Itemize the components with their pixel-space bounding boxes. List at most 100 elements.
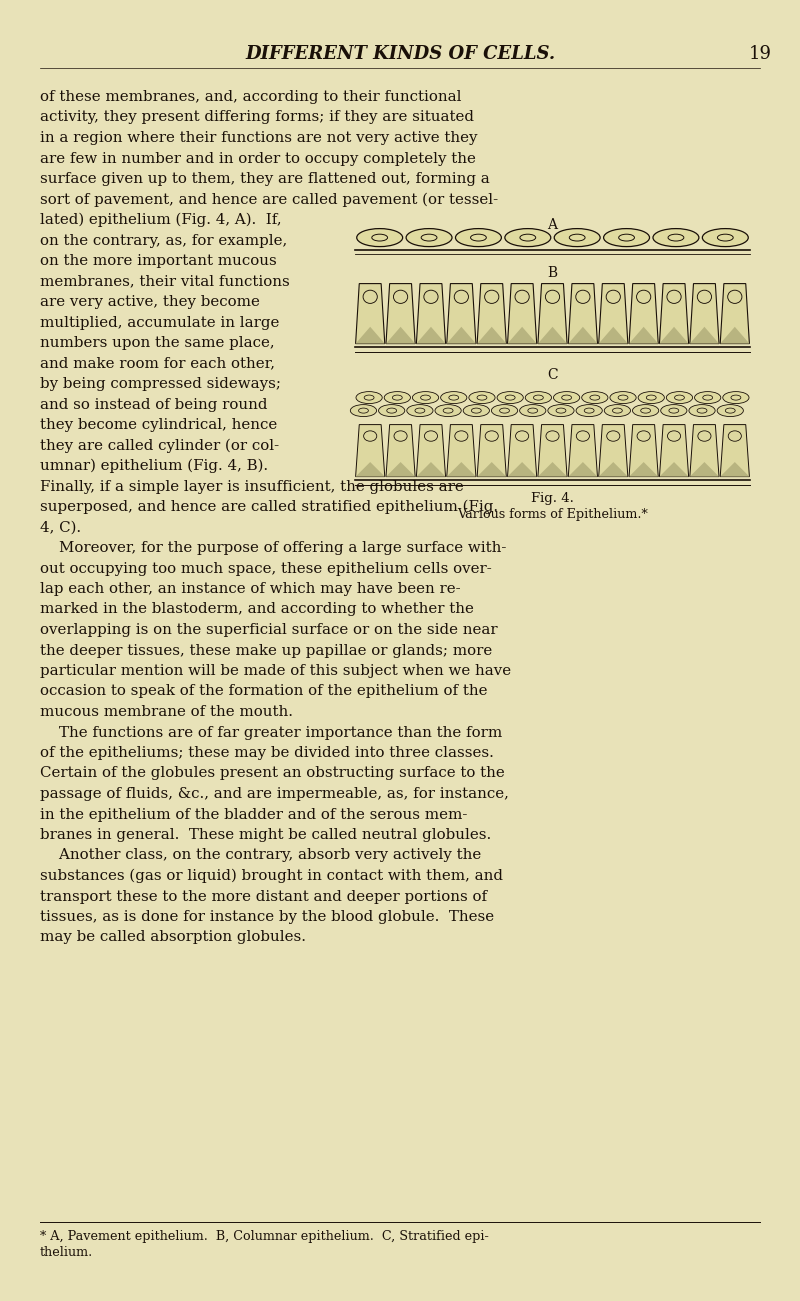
Text: Finally, if a simple layer is insufficient, the globules are: Finally, if a simple layer is insufficie…	[40, 480, 464, 493]
Text: particular mention will be made of this subject when we have: particular mention will be made of this …	[40, 664, 511, 678]
Text: umnar) epithelium (Fig. 4, B).: umnar) epithelium (Fig. 4, B).	[40, 459, 268, 474]
Polygon shape	[629, 424, 658, 476]
Polygon shape	[507, 462, 537, 476]
Ellipse shape	[576, 405, 602, 416]
Polygon shape	[356, 327, 385, 343]
Ellipse shape	[554, 229, 600, 247]
Polygon shape	[416, 284, 446, 343]
Text: transport these to the more distant and deeper portions of: transport these to the more distant and …	[40, 890, 487, 903]
Polygon shape	[477, 327, 506, 343]
Ellipse shape	[469, 392, 495, 403]
Text: in the epithelium of the bladder and of the serous mem-: in the epithelium of the bladder and of …	[40, 808, 467, 821]
Polygon shape	[446, 327, 476, 343]
Text: membranes, their vital functions: membranes, their vital functions	[40, 275, 290, 289]
Polygon shape	[416, 462, 446, 476]
Polygon shape	[416, 327, 446, 343]
Polygon shape	[659, 462, 689, 476]
Polygon shape	[386, 284, 415, 343]
Ellipse shape	[666, 392, 693, 403]
Text: * A, Pavement epithelium.  B, Columnar epithelium.  C, Stratified epi-: * A, Pavement epithelium. B, Columnar ep…	[40, 1229, 489, 1242]
Ellipse shape	[441, 392, 467, 403]
Ellipse shape	[455, 229, 502, 247]
Polygon shape	[598, 462, 628, 476]
Text: occasion to speak of the formation of the epithelium of the: occasion to speak of the formation of th…	[40, 684, 487, 699]
Text: multiplied, accumulate in large: multiplied, accumulate in large	[40, 316, 279, 329]
Text: out occupying too much space, these epithelium cells over-: out occupying too much space, these epit…	[40, 562, 492, 575]
Polygon shape	[538, 462, 567, 476]
Text: activity, they present differing forms; if they are situated: activity, they present differing forms; …	[40, 111, 474, 125]
Text: The functions are of far greater importance than the form: The functions are of far greater importa…	[40, 726, 502, 739]
Text: overlapping is on the superficial surface or on the side near: overlapping is on the superficial surfac…	[40, 623, 498, 637]
Text: mucous membrane of the mouth.: mucous membrane of the mouth.	[40, 705, 293, 719]
Polygon shape	[446, 424, 476, 476]
Ellipse shape	[582, 392, 608, 403]
Polygon shape	[690, 327, 719, 343]
Text: by being compressed sideways;: by being compressed sideways;	[40, 377, 281, 392]
Polygon shape	[720, 284, 750, 343]
Polygon shape	[446, 462, 476, 476]
Text: they become cylindrical, hence: they become cylindrical, hence	[40, 418, 278, 432]
Polygon shape	[568, 424, 598, 476]
Polygon shape	[538, 284, 567, 343]
Polygon shape	[416, 424, 446, 476]
Ellipse shape	[497, 392, 523, 403]
Ellipse shape	[357, 229, 402, 247]
Ellipse shape	[661, 405, 687, 416]
Text: Certain of the globules present an obstructing surface to the: Certain of the globules present an obstr…	[40, 766, 505, 781]
Text: branes in general.  These might be called neutral globules.: branes in general. These might be called…	[40, 827, 491, 842]
Text: sort of pavement, and hence are called pavement (or tessel-: sort of pavement, and hence are called p…	[40, 193, 498, 207]
Polygon shape	[629, 462, 658, 476]
Text: superposed, and hence are called stratified epithelium (Fig.: superposed, and hence are called stratif…	[40, 500, 498, 514]
Polygon shape	[477, 424, 506, 476]
Text: on the more important mucous: on the more important mucous	[40, 254, 277, 268]
Text: on the contrary, as, for example,: on the contrary, as, for example,	[40, 233, 287, 247]
Polygon shape	[568, 327, 598, 343]
Ellipse shape	[653, 229, 699, 247]
Ellipse shape	[356, 392, 382, 403]
Text: A: A	[547, 217, 558, 232]
Text: Fig. 4.: Fig. 4.	[531, 492, 574, 505]
Text: lated) epithelium (Fig. 4, A).  If,: lated) epithelium (Fig. 4, A). If,	[40, 213, 282, 228]
Polygon shape	[356, 424, 385, 476]
Text: substances (gas or liquid) brought in contact with them, and: substances (gas or liquid) brought in co…	[40, 869, 503, 883]
Ellipse shape	[350, 405, 377, 416]
Ellipse shape	[491, 405, 518, 416]
Ellipse shape	[526, 392, 551, 403]
Polygon shape	[386, 424, 415, 476]
Text: tissues, as is done for instance by the blood globule.  These: tissues, as is done for instance by the …	[40, 909, 494, 924]
Text: the deeper tissues, these make up papillae or glands; more: the deeper tissues, these make up papill…	[40, 644, 492, 657]
Polygon shape	[629, 327, 658, 343]
Text: 19: 19	[749, 46, 771, 62]
Polygon shape	[659, 284, 689, 343]
Text: are very active, they become: are very active, they become	[40, 295, 260, 310]
Text: B: B	[547, 265, 558, 280]
Ellipse shape	[717, 405, 743, 416]
Ellipse shape	[520, 405, 546, 416]
Ellipse shape	[463, 405, 490, 416]
Text: C: C	[547, 368, 558, 381]
Text: Moreover, for the purpose of offering a large surface with-: Moreover, for the purpose of offering a …	[40, 541, 506, 556]
Text: surface given up to them, they are flattened out, forming a: surface given up to them, they are flatt…	[40, 172, 490, 186]
Polygon shape	[629, 284, 658, 343]
Text: and so instead of being round: and so instead of being round	[40, 398, 267, 411]
Ellipse shape	[604, 229, 650, 247]
Text: marked in the blastoderm, and according to whether the: marked in the blastoderm, and according …	[40, 602, 474, 617]
Ellipse shape	[633, 405, 658, 416]
Polygon shape	[720, 462, 750, 476]
Polygon shape	[568, 462, 598, 476]
Text: in a region where their functions are not very active they: in a region where their functions are no…	[40, 131, 478, 144]
Ellipse shape	[413, 392, 438, 403]
Polygon shape	[477, 284, 506, 343]
Polygon shape	[507, 424, 537, 476]
Ellipse shape	[406, 405, 433, 416]
Polygon shape	[356, 284, 385, 343]
Text: are few in number and in order to occupy completely the: are few in number and in order to occupy…	[40, 151, 476, 165]
Ellipse shape	[505, 229, 550, 247]
Polygon shape	[720, 327, 750, 343]
Text: passage of fluids, &c., and are impermeable, as, for instance,: passage of fluids, &c., and are impermea…	[40, 787, 509, 801]
Polygon shape	[690, 462, 719, 476]
Polygon shape	[690, 284, 719, 343]
Text: DIFFERENT KINDS OF CELLS.: DIFFERENT KINDS OF CELLS.	[245, 46, 555, 62]
Text: they are called cylinder (or col-: they are called cylinder (or col-	[40, 438, 279, 453]
Ellipse shape	[722, 392, 749, 403]
